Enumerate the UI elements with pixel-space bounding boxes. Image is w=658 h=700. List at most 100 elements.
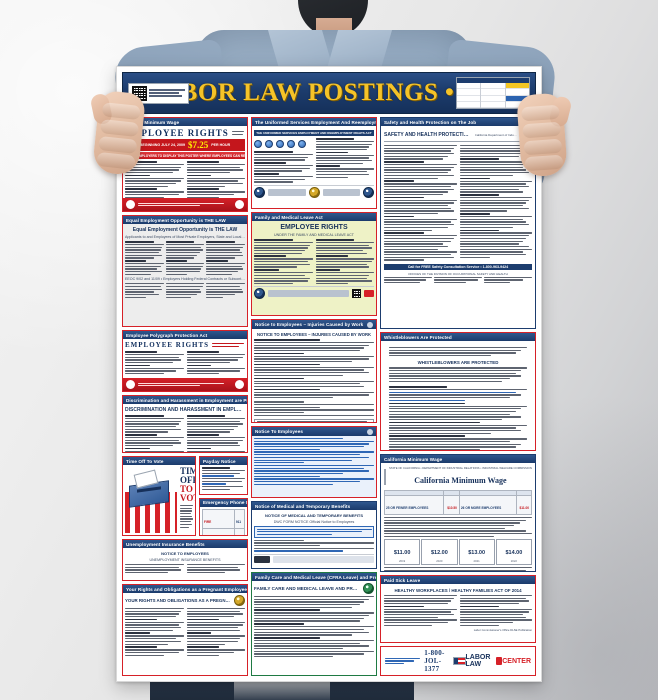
branch-icon xyxy=(254,140,262,148)
dol-agency-strip xyxy=(123,378,247,391)
schedule-year: 2021 xyxy=(473,559,480,564)
finger xyxy=(99,119,140,137)
section-header: Unemployment Insurance Benefits xyxy=(123,540,247,548)
section-time-off-to-vote: Time Off To Vote TIME OFF TO VOTE xyxy=(122,456,196,536)
footer-phone: 1-800-JOL-1377 xyxy=(424,649,445,673)
section-header: Paid Sick Leave xyxy=(381,576,535,584)
whd-logo xyxy=(364,290,374,298)
poster-columns: Federal Minimum Wage EMPLOYEE RIGHTS BEG… xyxy=(122,117,536,676)
labor-law-poster: LABOR LAW POSTINGS • 2018 Federal Minimu… xyxy=(116,66,542,682)
section-title: WHISTLEBLOWERS ARE PROTECTED xyxy=(417,360,499,366)
osc-seal-icon xyxy=(363,186,374,198)
schedule-year: 2022 xyxy=(510,559,517,564)
section-subtitle: STATE OF CALIFORNIA • DEPARTMENT OF INDU… xyxy=(389,466,532,470)
edd-seal-icon xyxy=(367,428,373,435)
agency-text xyxy=(273,555,374,563)
section-subtitle: THE UNIFORMED SERVICES EMPLOYMENT AND RE… xyxy=(254,130,374,136)
poster-footer: 1-800-JOL-1377 LABOR LAW CENTER xyxy=(380,646,536,676)
section-header: Employee Polygraph Protection Act xyxy=(123,331,247,339)
column-3: Safety and Health Protection on The Job … xyxy=(380,117,536,676)
schedule-cell: $11.00 2019 xyxy=(384,539,421,566)
logo-chip xyxy=(496,657,503,665)
employee-rights-title: EMPLOYEE RIGHTS xyxy=(125,128,229,138)
schedule-cell: $12.00 2020 xyxy=(421,539,458,566)
section-header: Safety and Health Protection on The Job xyxy=(381,118,535,126)
wage-amount: $7.25 xyxy=(187,140,209,150)
agency-logo xyxy=(268,188,306,196)
section-header: Your Rights and Obligations as a Pregnan… xyxy=(123,585,247,593)
finger xyxy=(522,121,562,139)
vote-title-line2: TO VOTE xyxy=(180,484,195,503)
section-equal-employment-opportunity: Equal Employment Opportunity is THE LAW … xyxy=(122,215,248,327)
agency-logos-row xyxy=(254,286,374,300)
section-family-and-medical-leave-act: Family and Medical Leave Act EMPLOYEE RI… xyxy=(251,212,377,316)
insurance-fields xyxy=(254,401,374,416)
website-part1: LABOR LAW xyxy=(465,654,491,668)
whd-seal-icon xyxy=(235,380,244,389)
section-notice-to-employees-2: Notice To Employees xyxy=(251,426,377,498)
section-employee-polygraph-protection-act: Employee Polygraph Protection Act EMPLOY… xyxy=(122,330,248,392)
branch-icon xyxy=(265,140,273,148)
section-title: NOTICE OF MEDICAL AND TEMPORARY BENEFITS xyxy=(264,513,363,518)
ballot-box-illustration xyxy=(125,467,177,533)
whd-seal-icon xyxy=(235,200,244,209)
dol-seal-icon xyxy=(254,186,265,198)
section-header: Notice To Employees xyxy=(252,427,376,436)
section-california-minimum-wage: California Minimum Wage STATE OF CALIFOR… xyxy=(380,454,536,572)
finger xyxy=(521,104,560,122)
section-safety-health-protection: Safety and Health Protection on The Job … xyxy=(380,117,536,329)
cal-osha-logo xyxy=(254,555,270,563)
section-footer: EEOC 9/02 and 11/09 • Employers Holding … xyxy=(125,277,245,282)
branch-icon xyxy=(287,140,295,148)
wage-schedule: $11.00 2019 $12.00 2020 $13.00 2021 $1 xyxy=(384,539,532,566)
employee-rights-title: EMPLOYEE RIGHTS xyxy=(125,341,210,349)
wage-row-label: 26 OR MORE EMPLOYEES xyxy=(460,506,502,510)
wage-row-rate: $10.50 xyxy=(447,506,457,510)
wage-row-rate: $11.00 xyxy=(519,506,530,510)
section-header: Time Off To Vote xyxy=(123,457,195,465)
agency-logos-row xyxy=(254,184,374,198)
section-unemployment-insurance-benefits: Unemployment Insurance Benefits NOTICE T… xyxy=(122,539,248,581)
section-header: Federal Minimum Wage xyxy=(123,118,247,126)
section-header: Notice to Employees – Injuries Caused by… xyxy=(252,320,376,329)
dol-seal-icon xyxy=(126,200,135,209)
section-title: FAMILY CARE AND MEDICAL LEAVE AND PREGNA… xyxy=(254,585,360,591)
section-subtitle: Applicants to and Employees of Most Priv… xyxy=(125,235,245,239)
section-title: California Minimum Wage xyxy=(414,476,507,485)
safety-callout: Call for FREE Safety Consultation Servic… xyxy=(384,263,532,270)
section-title: YOUR RIGHTS AND OBLIGATIONS AS A PREGNAN… xyxy=(125,597,231,603)
qr-code-icon xyxy=(352,289,361,299)
finger xyxy=(523,138,563,156)
section-header: Discrimination and Harassment in Employm… xyxy=(123,396,247,404)
section-title: Equal Employment Opportunity is THE LAW xyxy=(132,227,238,233)
section-title: EMPLOYEE RIGHTS xyxy=(280,224,348,231)
section-title: HEALTHY WORKPLACES / HEALTHY FAMILIES AC… xyxy=(394,588,522,593)
wage-effective: BEGINNING JULY 24, 2009 xyxy=(139,143,185,147)
dol-agency-text xyxy=(138,202,232,207)
safety-callout-2: OFFICES OF THE DIVISION OF OCCUPATIONAL … xyxy=(408,271,508,276)
mpn-callout-box xyxy=(254,418,374,422)
section-title: DISCRIMINATION AND HARASSMENT IN EMPLOYM… xyxy=(125,407,245,413)
column-1: Federal Minimum Wage EMPLOYEE RIGHTS BEG… xyxy=(122,117,248,676)
poster-title-banner: LABOR LAW POSTINGS • 2018 xyxy=(122,72,536,114)
dfeh-seal-icon xyxy=(363,583,374,594)
section-subtitle: UNDER THE FAMILY AND MEDICAL LEAVE ACT xyxy=(274,233,354,237)
section-subtitle: UNEMPLOYMENT INSURANCE BENEFITS xyxy=(149,558,221,562)
dol-agency-text xyxy=(138,382,232,387)
schedule-value: $11.00 xyxy=(393,550,411,557)
section-header: Family and Medical Leave Act xyxy=(252,213,376,221)
notice-callout-box xyxy=(254,526,374,538)
agency-logo xyxy=(322,188,360,196)
wage-banner: BEGINNING JULY 24, 2009 $7.25 PER HOUR xyxy=(125,139,245,151)
schedule-cell: $13.00 2021 xyxy=(458,539,495,566)
law-requires-banner: THE LAW REQUIRES EMPLOYERS TO DISPLAY TH… xyxy=(125,152,245,159)
schedule-year: 2019 xyxy=(399,559,406,564)
column-2: The Uniformed Services Employment And Re… xyxy=(251,117,377,676)
section-discrimination-harassment: Discrimination and Harassment in Employm… xyxy=(122,395,248,453)
vote-title-line1: TIME OFF xyxy=(180,466,195,485)
footer-company xyxy=(385,657,421,665)
wage-row-label: 25 OR FEWER EMPLOYEES xyxy=(386,506,429,510)
branch-icon xyxy=(276,140,284,148)
website-part2: CENTER xyxy=(502,657,531,665)
section-whistleblowers-are-protected: Whistleblowers Are Protected WHISTLEBLOW… xyxy=(380,332,536,451)
